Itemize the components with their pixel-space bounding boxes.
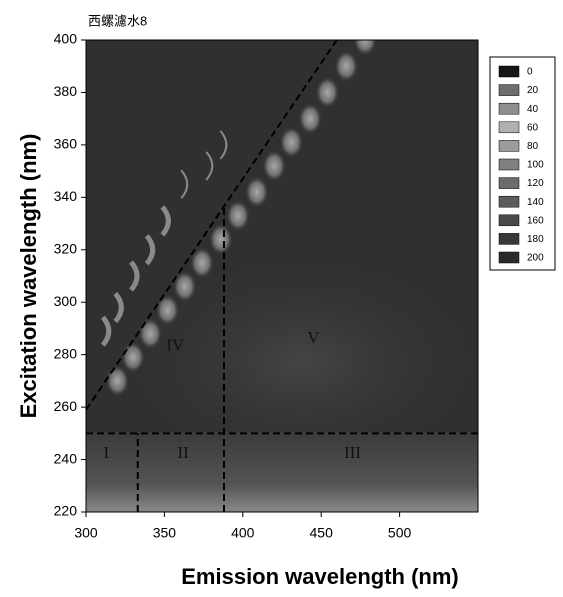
y-tick-label: 320 (54, 240, 78, 256)
legend-label: 200 (527, 253, 544, 264)
region-label: I (104, 443, 110, 462)
scatter-peak (334, 50, 359, 83)
scatter-peak (190, 246, 215, 279)
y-tick-label: 360 (54, 136, 78, 152)
scatter-peak (208, 223, 233, 256)
y-tick-label: 340 (54, 188, 78, 204)
y-tick-label: 280 (54, 345, 78, 361)
y-tick-label: 240 (54, 450, 78, 466)
legend-label: 100 (527, 160, 544, 171)
y-tick-label: 220 (54, 503, 78, 519)
y-tick-label: 260 (54, 398, 78, 414)
scatter-peak (298, 102, 323, 135)
plot-frame (85, 39, 479, 513)
second-order-peak (205, 151, 214, 181)
legend-label: 40 (527, 104, 539, 115)
scatter-peak (226, 199, 251, 232)
second-order-peak (113, 291, 124, 324)
y-tick-label: 300 (54, 293, 78, 309)
x-axis-label: Emission wavelength (nm) (181, 564, 459, 589)
scatter-peak (262, 149, 287, 182)
legend-label: 20 (527, 85, 539, 96)
scatter-peak (279, 126, 304, 159)
second-order-peak (160, 205, 171, 237)
second-order-peak (129, 260, 140, 292)
scatter-peak (138, 317, 163, 350)
y-tick-label: 400 (54, 31, 78, 47)
region-boundary (85, 39, 338, 411)
legend-swatch (498, 233, 520, 245)
legend-swatch (498, 102, 520, 115)
legend-swatch (498, 84, 520, 96)
second-order-peak (144, 234, 156, 266)
region-label: IV (166, 336, 185, 355)
second-order-peak (219, 130, 228, 160)
x-tick-label: 500 (388, 525, 412, 541)
legend-swatch (498, 65, 520, 78)
x-tick-label: 450 (310, 525, 334, 541)
legend-swatch (498, 158, 520, 171)
scatter-peak (172, 270, 197, 303)
y-axis-label: Excitation wavelength (nm) (16, 134, 41, 419)
diffuse-fluorescence (102, 242, 478, 482)
legend-label: 0 (527, 67, 533, 78)
legend-swatch (498, 214, 520, 227)
legend-label: 180 (527, 234, 544, 245)
legend-swatch (498, 251, 520, 264)
scatter-peak (244, 176, 269, 209)
legend-swatch (498, 140, 520, 152)
legend-label: 80 (527, 141, 539, 152)
legend-label: 120 (527, 178, 544, 189)
second-order-peak (100, 315, 112, 347)
noise-band (86, 432, 478, 512)
scatter-peak (121, 341, 146, 374)
legend-label: 60 (527, 122, 539, 133)
x-tick-label: 300 (74, 525, 98, 541)
scatter-peak (315, 76, 340, 109)
legend-label: 140 (527, 197, 544, 208)
chart-title: 西螺濾水8 (88, 13, 147, 28)
x-tick-label: 400 (231, 525, 255, 541)
y-tick-label: 380 (54, 83, 78, 99)
scatter-peak (155, 294, 180, 327)
legend-swatch (498, 177, 520, 189)
region-label: II (178, 443, 190, 462)
second-order-peak (180, 169, 189, 199)
legend-swatch (498, 121, 520, 134)
plot-area (86, 40, 478, 512)
region-label: III (344, 443, 361, 462)
legend-swatch (498, 195, 520, 208)
x-tick-label: 350 (153, 525, 177, 541)
legend-label: 160 (527, 215, 544, 226)
scatter-peak (353, 40, 378, 56)
region-label: V (307, 328, 320, 347)
